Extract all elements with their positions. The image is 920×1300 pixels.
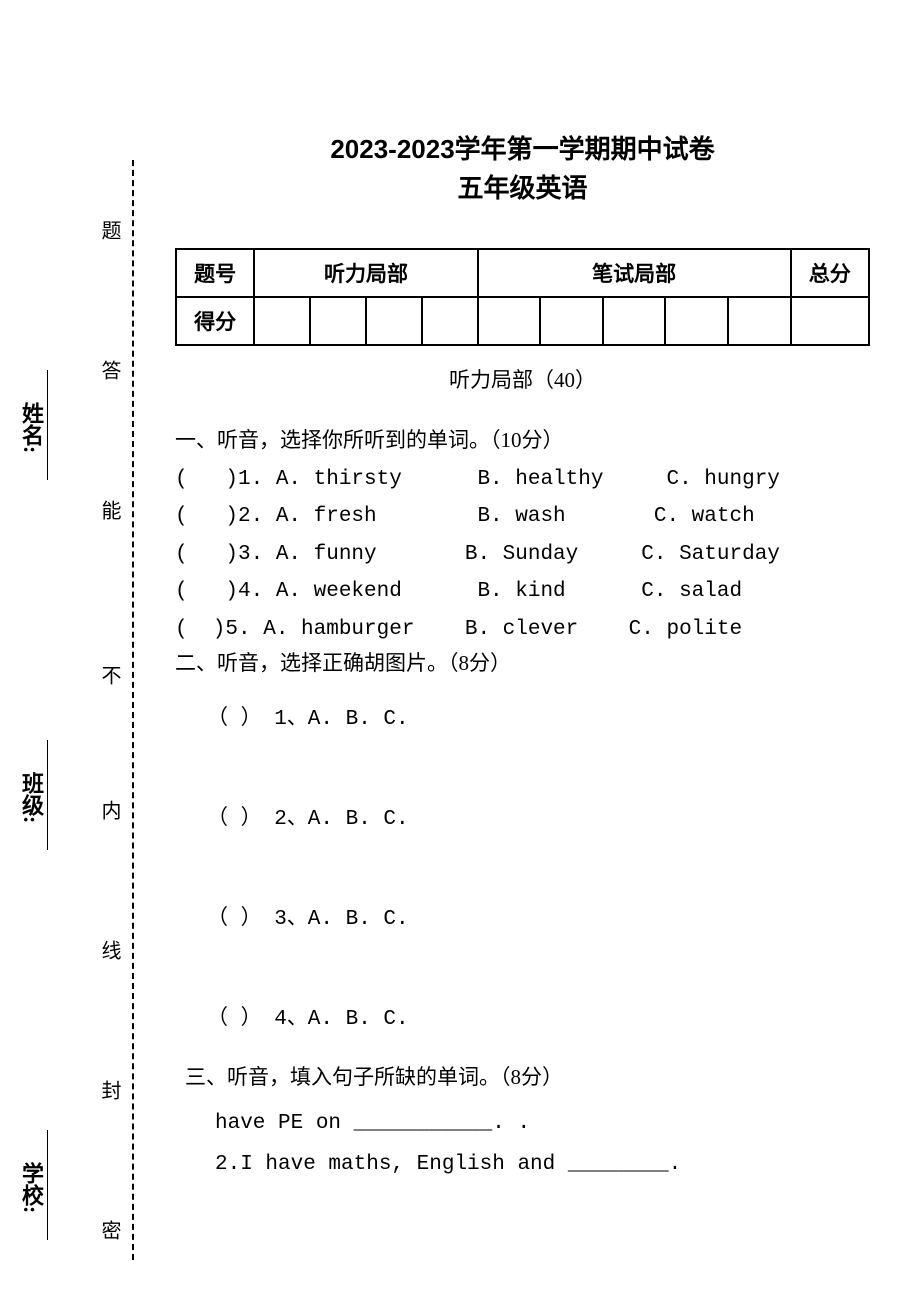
th-listening: 听力局部: [254, 249, 478, 297]
vert-char-da: 答: [95, 360, 124, 380]
s2-item-3: （ ） 3、A. B. C.: [207, 901, 870, 931]
score-cell: [478, 297, 541, 345]
section-2-title: 二、听音，选择正确胡图片。（8分）: [175, 647, 870, 681]
s1-item-5: ( )5. A. hamburger B. clever C. polite: [175, 614, 870, 646]
score-cell: [254, 297, 310, 345]
listening-section-header: 听力局部（40）: [175, 364, 870, 394]
score-cell: [603, 297, 666, 345]
s3-line-1: have PE on ___________. .: [215, 1112, 870, 1135]
vert-char-xian: 线: [95, 940, 124, 960]
s1-item-4: ( )4. A. weekend B. kind C. salad: [175, 576, 870, 608]
score-cell: [310, 297, 366, 345]
score-cell: [366, 297, 422, 345]
td-score-label: 得分: [176, 297, 254, 345]
score-cell: [540, 297, 603, 345]
score-cell: [422, 297, 478, 345]
score-cell-total: [791, 297, 869, 345]
vert-char-bu: 不: [95, 665, 124, 685]
vert-char-neng: 能: [95, 500, 124, 520]
label-class-text: 班级:: [15, 772, 47, 823]
score-cell: [665, 297, 728, 345]
score-table: 题号 听力局部 笔试局部 总分 得分: [175, 248, 870, 346]
s1-item-3: ( )3. A. funny B. Sunday C. Saturday: [175, 539, 870, 571]
label-name: 姓名:: [15, 370, 48, 486]
th-writing: 笔试局部: [478, 249, 791, 297]
vert-char-feng: 封: [95, 1080, 124, 1100]
s3-line-2: 2.I have maths, English and ________.: [215, 1153, 870, 1176]
main-content: 2023-2023学年第一学期期中试卷 五年级英语 题号 听力局部 笔试局部 总…: [175, 130, 870, 1176]
label-school-text: 学校:: [15, 1162, 47, 1213]
section-3-title: 三、听音，填入句子所缺的单词。（8分）: [185, 1061, 870, 1095]
vert-char-nei: 内: [95, 800, 124, 820]
score-cell: [728, 297, 791, 345]
section-1-title: 一、听音，选择你所听到的单词。（10分）: [175, 424, 870, 458]
binding-dashed-line: [132, 160, 134, 1260]
vert-char-ti: 题: [95, 220, 124, 240]
title-line1: 2023-2023学年第一学期期中试卷: [175, 130, 870, 169]
s2-item-2: （ ） 2、A. B. C.: [207, 801, 870, 831]
s1-item-2: ( )2. A. fresh B. wash C. watch: [175, 501, 870, 533]
label-name-text: 姓名:: [15, 402, 47, 453]
s1-item-1: ( )1. A. thirsty B. healthy C. hungry: [175, 464, 870, 496]
s2-item-1: （ ） 1、A. B. C.: [207, 701, 870, 731]
vert-char-mi: 密: [95, 1220, 124, 1240]
label-school: 学校:: [15, 1130, 48, 1246]
th-number: 题号: [176, 249, 254, 297]
th-total: 总分: [791, 249, 869, 297]
label-class: 班级:: [15, 740, 48, 856]
title-line2: 五年级英语: [175, 169, 870, 208]
s2-item-4: （ ） 4、A. B. C.: [207, 1001, 870, 1031]
